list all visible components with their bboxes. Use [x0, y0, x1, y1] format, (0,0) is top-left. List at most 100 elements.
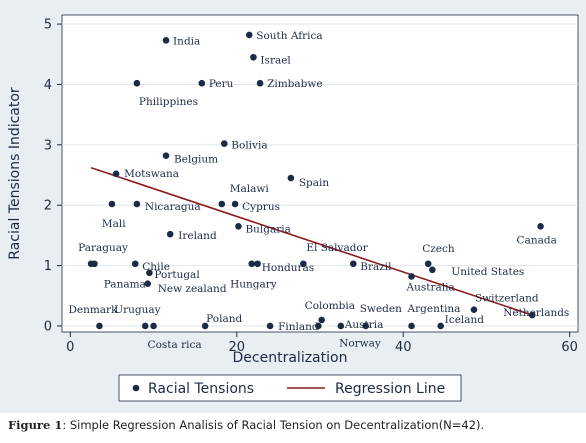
- data-point-denmark: [96, 322, 103, 330]
- data-point-peru: [198, 79, 206, 87]
- caption-label: Figure 1: [8, 418, 63, 432]
- point-label-norway: Norway: [339, 337, 381, 349]
- point-label-hungary: Hungary: [230, 279, 277, 291]
- data-point-czech: [424, 260, 432, 268]
- tick-label-y-3: 3: [44, 138, 52, 153]
- data-point-india: [162, 37, 170, 44]
- data-point-belgium: [162, 152, 170, 159]
- tick-label-y-4: 4: [44, 78, 52, 93]
- data-point-sweden: [362, 322, 370, 330]
- point-label-belgium: Belgium: [174, 154, 218, 166]
- point-label-costa-rica: Costa rica: [148, 339, 202, 351]
- caption-text: : Simple Regression Analisis of Racial T…: [62, 418, 485, 432]
- point-label-nicaragua: Nicaragua: [145, 201, 201, 213]
- point-label-mali: Mali: [102, 218, 126, 230]
- data-point-unlabeled-23: [254, 260, 261, 268]
- data-point-ireland: [166, 230, 174, 238]
- tick-label-y-2: 2: [44, 199, 52, 214]
- point-label-bulgaria: Bulgaria: [245, 223, 290, 235]
- data-point-finland: [266, 322, 274, 330]
- data-point-philippines: [133, 79, 141, 87]
- point-label-iceland: Iceland: [445, 314, 485, 326]
- tick-label-x-60: 60: [561, 340, 578, 355]
- tick-label-x-20: 20: [229, 340, 246, 355]
- point-label-malawi: Malawi: [230, 183, 270, 195]
- point-label-portugal: Portugal: [154, 269, 200, 281]
- axes: 0 1 2 3 4 5 0 20 40 60: [44, 18, 578, 355]
- x-axis-title: Decentralization: [233, 350, 348, 366]
- figure-caption: Figure 1: Simple Regression Analisis of …: [8, 418, 584, 440]
- point-label-philippines: Philippines: [139, 96, 198, 108]
- data-point-nicaragua: [133, 200, 141, 208]
- y-axis-title: Racial Tensions Indicator: [7, 87, 23, 260]
- data-point-panama: [144, 280, 152, 287]
- data-point-chile: [131, 260, 139, 268]
- data-point-malawi: [218, 200, 226, 208]
- data-point-canada: [537, 223, 544, 230]
- data-point-brazil: [349, 260, 357, 268]
- tick-label-y-1: 1: [44, 259, 52, 274]
- point-label-ireland: Ireland: [178, 230, 217, 242]
- point-label-canada: Canada: [517, 234, 557, 246]
- data-point-switzerland: [470, 306, 478, 313]
- data-point-united-states: [429, 266, 436, 274]
- data-point-austria: [337, 322, 345, 330]
- data-point-el-salvador: [300, 260, 307, 268]
- data-point-portugal: [146, 269, 153, 277]
- regression-layer: [90, 167, 533, 316]
- point-label-zimbabwe: Zimbabwe: [267, 78, 323, 90]
- point-label-australia: Australia: [406, 281, 455, 293]
- data-point-uruguay: [141, 322, 149, 330]
- point-label-czech: Czech: [422, 243, 455, 255]
- point-label-austria: Austria: [344, 319, 384, 331]
- data-point-south-africa: [245, 31, 253, 39]
- point-labels-layer: India South Africa Israel Philippines Peru Zi…: [68, 30, 569, 351]
- point-label-motswana: Motswana: [124, 168, 179, 180]
- data-point-motswana: [112, 170, 120, 178]
- scatter-chart: 0 1 2 3 4 5 0 20 40 60 India South Africa Israel Phi…: [7, 14, 579, 402]
- point-label-uruguay: Uruguay: [114, 304, 160, 316]
- data-point-honduras: [248, 260, 256, 268]
- data-point-australia: [408, 273, 415, 280]
- point-label-bolivia: Bolivia: [231, 140, 267, 152]
- point-label-united-states: United States: [451, 266, 524, 278]
- data-point-argentina: [408, 322, 415, 330]
- data-point-mali: [108, 200, 116, 208]
- point-label-finland: Finland: [278, 321, 319, 333]
- point-label-spain: Spain: [299, 177, 330, 189]
- data-point-bulgaria: [235, 223, 242, 230]
- data-point-israel: [250, 53, 257, 61]
- tick-label-x-40: 40: [395, 340, 412, 355]
- data-point-bolivia: [220, 140, 228, 147]
- data-point-cyprus: [231, 200, 239, 208]
- point-label-argentina: Argentina: [407, 303, 461, 315]
- data-point-colombia: [318, 316, 325, 324]
- data-point-poland: [201, 322, 209, 330]
- legend: Racial Tensions Regression Line: [118, 374, 462, 402]
- point-label-peru: Peru: [209, 78, 234, 90]
- data-point-costa-rica: [150, 322, 157, 330]
- point-label-panama: Panama: [104, 279, 146, 291]
- legend-marker-points: [132, 384, 140, 392]
- point-label-switzerland: Switzerland: [475, 293, 539, 305]
- point-label-colombia: Colombia: [305, 300, 355, 312]
- point-label-cyprus: Cyprus: [242, 201, 280, 213]
- tick-label-y-5: 5: [44, 18, 52, 33]
- point-label-el-salvador: El Salvador: [306, 242, 368, 254]
- point-label-chile: Chile: [142, 261, 170, 273]
- point-label-sweden: Sweden: [360, 303, 402, 315]
- plot-area: [61, 14, 579, 333]
- data-point-iceland: [437, 322, 444, 330]
- tick-label-x-0: 0: [66, 340, 74, 355]
- point-label-israel: Israel: [260, 54, 291, 66]
- point-label-poland: Poland: [206, 313, 242, 325]
- point-label-paraguay: Paraguay: [78, 242, 128, 254]
- figure-panel: 0 1 2 3 4 5 0 20 40 60 India South Africa Israel Phi…: [0, 0, 586, 413]
- point-label-denmark: Denmark: [68, 304, 118, 316]
- data-point-unlabeled-18: [91, 260, 98, 268]
- regression-line: [90, 167, 533, 316]
- data-point-netherlands: [528, 311, 536, 319]
- point-label-honduras: Honduras: [262, 262, 314, 274]
- data-point-unlabeled-37: [315, 322, 322, 330]
- data-point-zimbabwe: [256, 79, 264, 87]
